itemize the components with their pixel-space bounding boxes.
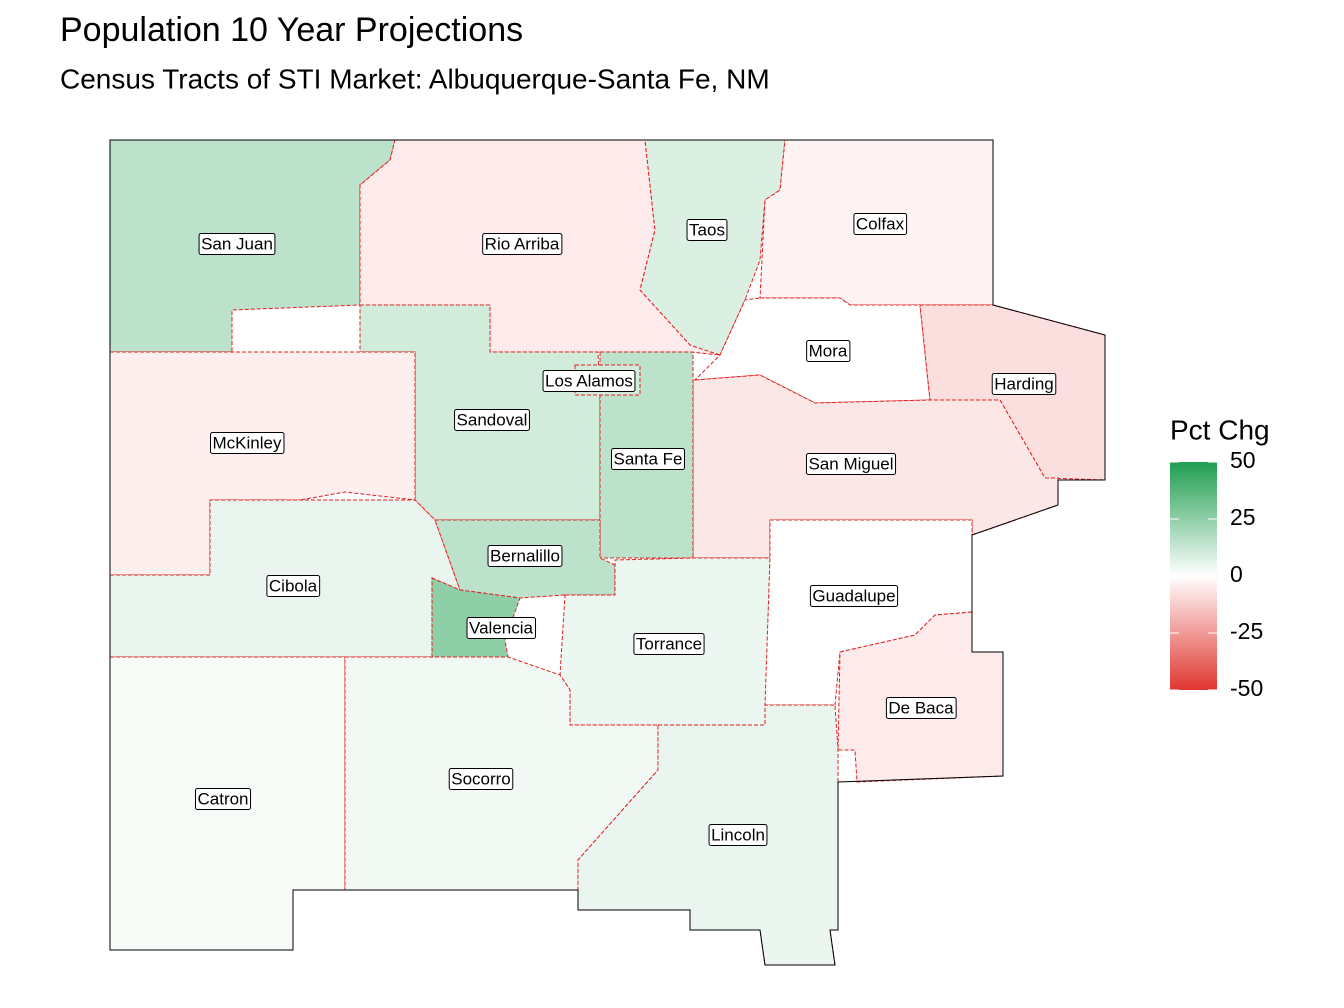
county-label-box bbox=[806, 339, 851, 362]
county-label: De Baca bbox=[888, 698, 954, 717]
county-label: Valencia bbox=[469, 618, 533, 637]
county-label: San Juan bbox=[201, 234, 273, 253]
county-label-box bbox=[466, 616, 537, 639]
county-label: Lincoln bbox=[711, 825, 765, 844]
county-label: McKinley bbox=[213, 433, 282, 452]
map-subtitle: Census Tracts of STI Market: Albuquerque… bbox=[60, 63, 770, 94]
county-label: Taos bbox=[689, 220, 725, 239]
county-label: Cibola bbox=[269, 576, 318, 595]
county-label: Harding bbox=[994, 374, 1054, 393]
county-label-box bbox=[448, 767, 514, 790]
county-label-box bbox=[991, 372, 1057, 395]
county-label-box bbox=[487, 544, 563, 567]
legend-tick-label: -25 bbox=[1230, 618, 1263, 644]
legend-tick-label: 25 bbox=[1230, 504, 1256, 530]
county-label: Los Alamos bbox=[545, 371, 633, 390]
county bbox=[639, 139, 786, 356]
county-label-box bbox=[805, 452, 897, 475]
county-label-box bbox=[454, 408, 530, 431]
county-label: Torrance bbox=[636, 634, 702, 653]
map-title: Population 10 Year Projections bbox=[60, 11, 523, 49]
county-label-box bbox=[686, 218, 728, 241]
legend-title: Pct Chg bbox=[1170, 414, 1270, 445]
county-label-box bbox=[198, 232, 276, 255]
state-outline bbox=[109, 139, 1106, 966]
county-label: Sandoval bbox=[457, 410, 528, 429]
county-label: Colfax bbox=[856, 214, 905, 233]
county-label: Rio Arriba bbox=[485, 234, 560, 253]
county-label-box bbox=[542, 369, 636, 392]
legend-tick-label: 50 bbox=[1230, 447, 1256, 473]
legend-tick-label: 0 bbox=[1230, 561, 1243, 587]
legend-tick-label: -50 bbox=[1230, 675, 1263, 701]
county-label-box bbox=[708, 823, 768, 846]
county-label: Guadalupe bbox=[812, 586, 895, 605]
county-label-box bbox=[210, 431, 285, 454]
county-label-box bbox=[482, 232, 563, 255]
county-label: Bernalillo bbox=[490, 546, 560, 565]
county-label-box bbox=[194, 787, 252, 810]
county-label-box bbox=[611, 447, 685, 470]
county-label: Socorro bbox=[451, 769, 511, 788]
county-label-box bbox=[809, 584, 899, 607]
county-label-box bbox=[266, 574, 321, 597]
county-label-box bbox=[853, 212, 908, 235]
county-label-box bbox=[885, 696, 957, 719]
county-label: Mora bbox=[809, 341, 848, 360]
county-label: San Miguel bbox=[808, 454, 893, 473]
county-label: Catron bbox=[197, 789, 248, 808]
county-label: Santa Fe bbox=[614, 449, 683, 468]
county-label-box bbox=[633, 632, 705, 655]
